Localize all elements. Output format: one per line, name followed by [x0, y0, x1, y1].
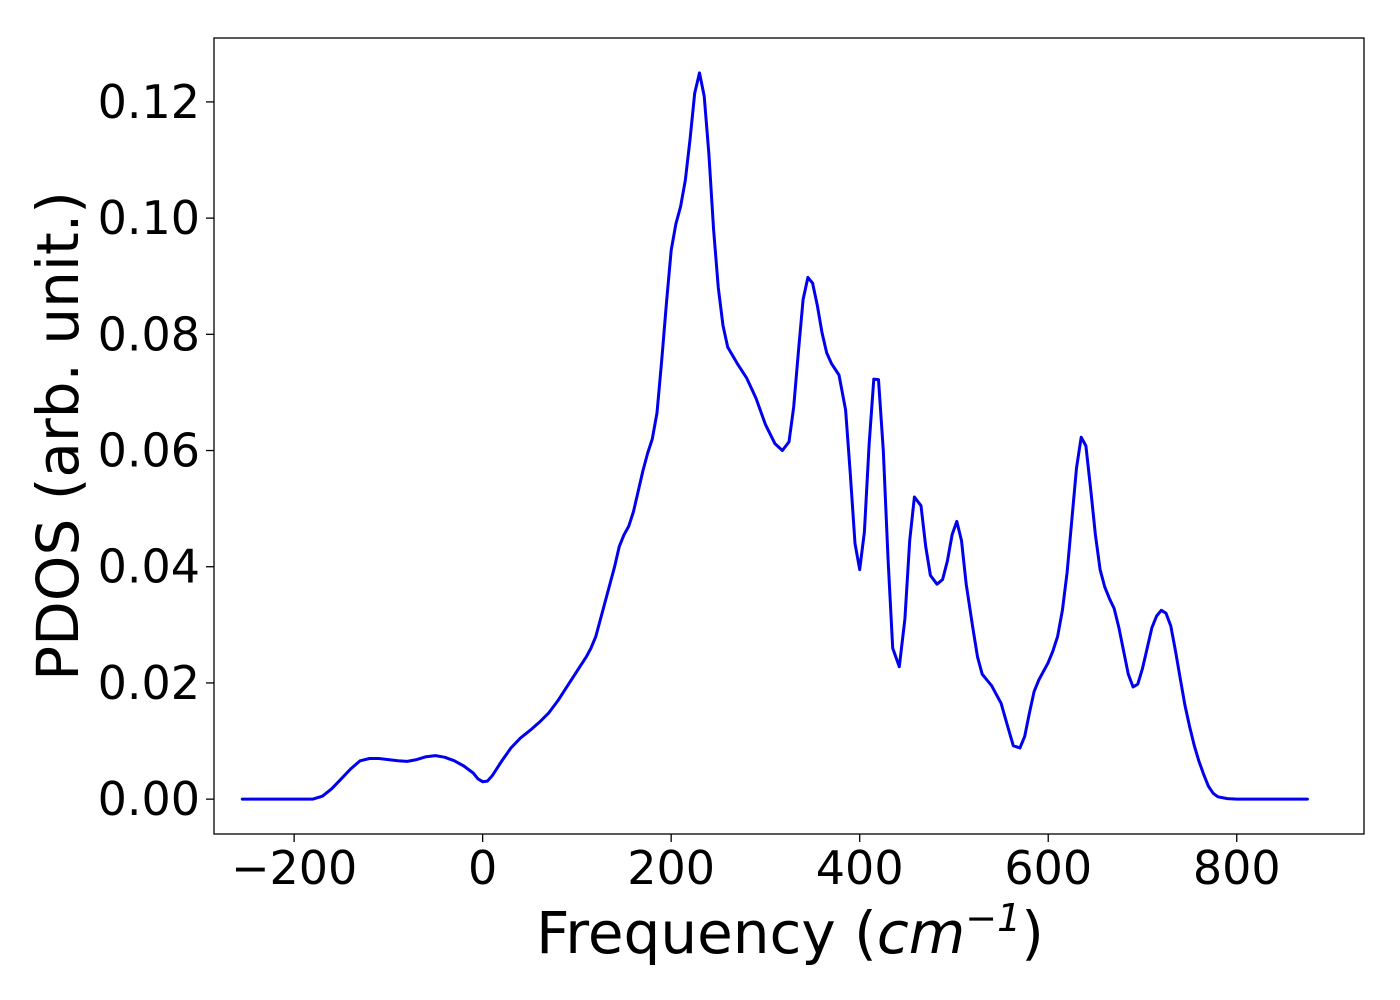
y-tick-label: 0.08 [98, 307, 200, 361]
x-tick-label: 200 [627, 841, 715, 895]
y-axis-ticks: 0.00 0.02 0.04 0.06 0.08 0.10 0.12 [98, 75, 214, 826]
y-tick-label: 0.04 [98, 540, 200, 594]
x-tick-label: 800 [1193, 841, 1281, 895]
x-tick-label: −200 [231, 841, 357, 895]
y-tick-label: 0.06 [98, 424, 200, 478]
y-tick-label: 0.02 [98, 656, 200, 710]
x-tick-label: 600 [1004, 841, 1092, 895]
x-tick-label: 0 [468, 841, 497, 895]
y-axis-label: PDOS (arb. unit.) [24, 191, 92, 681]
x-axis-ticks: −200 0 200 400 600 800 [231, 834, 1281, 895]
pdos-series-line [240, 71, 1309, 801]
x-axis-label: Frequency (cm−1) [536, 896, 1044, 967]
y-tick-label: 0.10 [98, 191, 200, 245]
plot-area-frame [213, 37, 1365, 835]
y-tick-label: 0.12 [98, 75, 200, 129]
x-tick-label: 400 [816, 841, 904, 895]
y-tick-label: 0.00 [98, 772, 200, 826]
